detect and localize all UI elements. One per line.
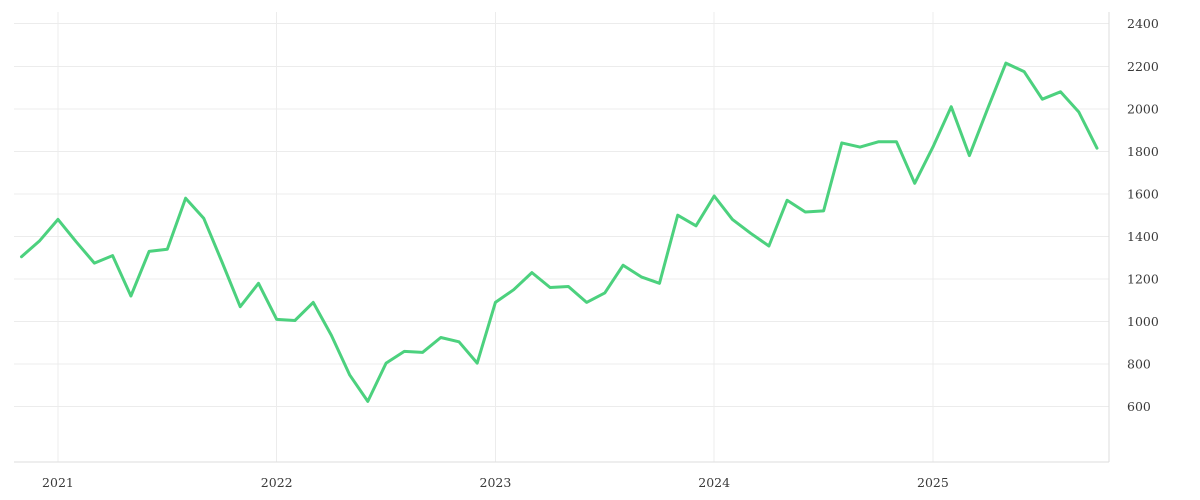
y-axis-tick-label-800: 800 xyxy=(1127,357,1151,372)
price-series xyxy=(20,61,1099,403)
y-axis-tick-label-2200: 2200 xyxy=(1127,59,1159,74)
y-axis-tick-label-1400: 1400 xyxy=(1127,229,1159,244)
chart-gridlines xyxy=(14,12,1109,462)
x-axis-labels: 2021 2022 2023 2024 2025 xyxy=(42,475,949,490)
y-axis-tick-label-2400: 2400 xyxy=(1127,16,1159,31)
x-axis-tick-label-2022: 2022 xyxy=(261,475,293,490)
x-axis-tick-label-2024: 2024 xyxy=(698,475,730,490)
y-axis-labels: 600 800 1000 1200 1400 1600 1800 2000 2200 2400 xyxy=(1127,16,1159,414)
y-axis-tick-label-1800: 1800 xyxy=(1127,144,1159,159)
y-axis-tick-label-600: 600 xyxy=(1127,399,1151,414)
x-axis-tick-label-2023: 2023 xyxy=(480,475,512,490)
price-series-line[interactable] xyxy=(20,61,1099,403)
y-axis-tick-label-1600: 1600 xyxy=(1127,186,1159,201)
chart-axis-borders xyxy=(14,12,1110,463)
y-axis-tick-label-2000: 2000 xyxy=(1127,101,1159,116)
x-axis-tick-label-2025: 2025 xyxy=(917,475,949,490)
y-axis-tick-label-1000: 1000 xyxy=(1127,314,1159,329)
y-axis-tick-label-1200: 1200 xyxy=(1127,272,1159,287)
x-axis-tick-label-2021: 2021 xyxy=(42,475,74,490)
